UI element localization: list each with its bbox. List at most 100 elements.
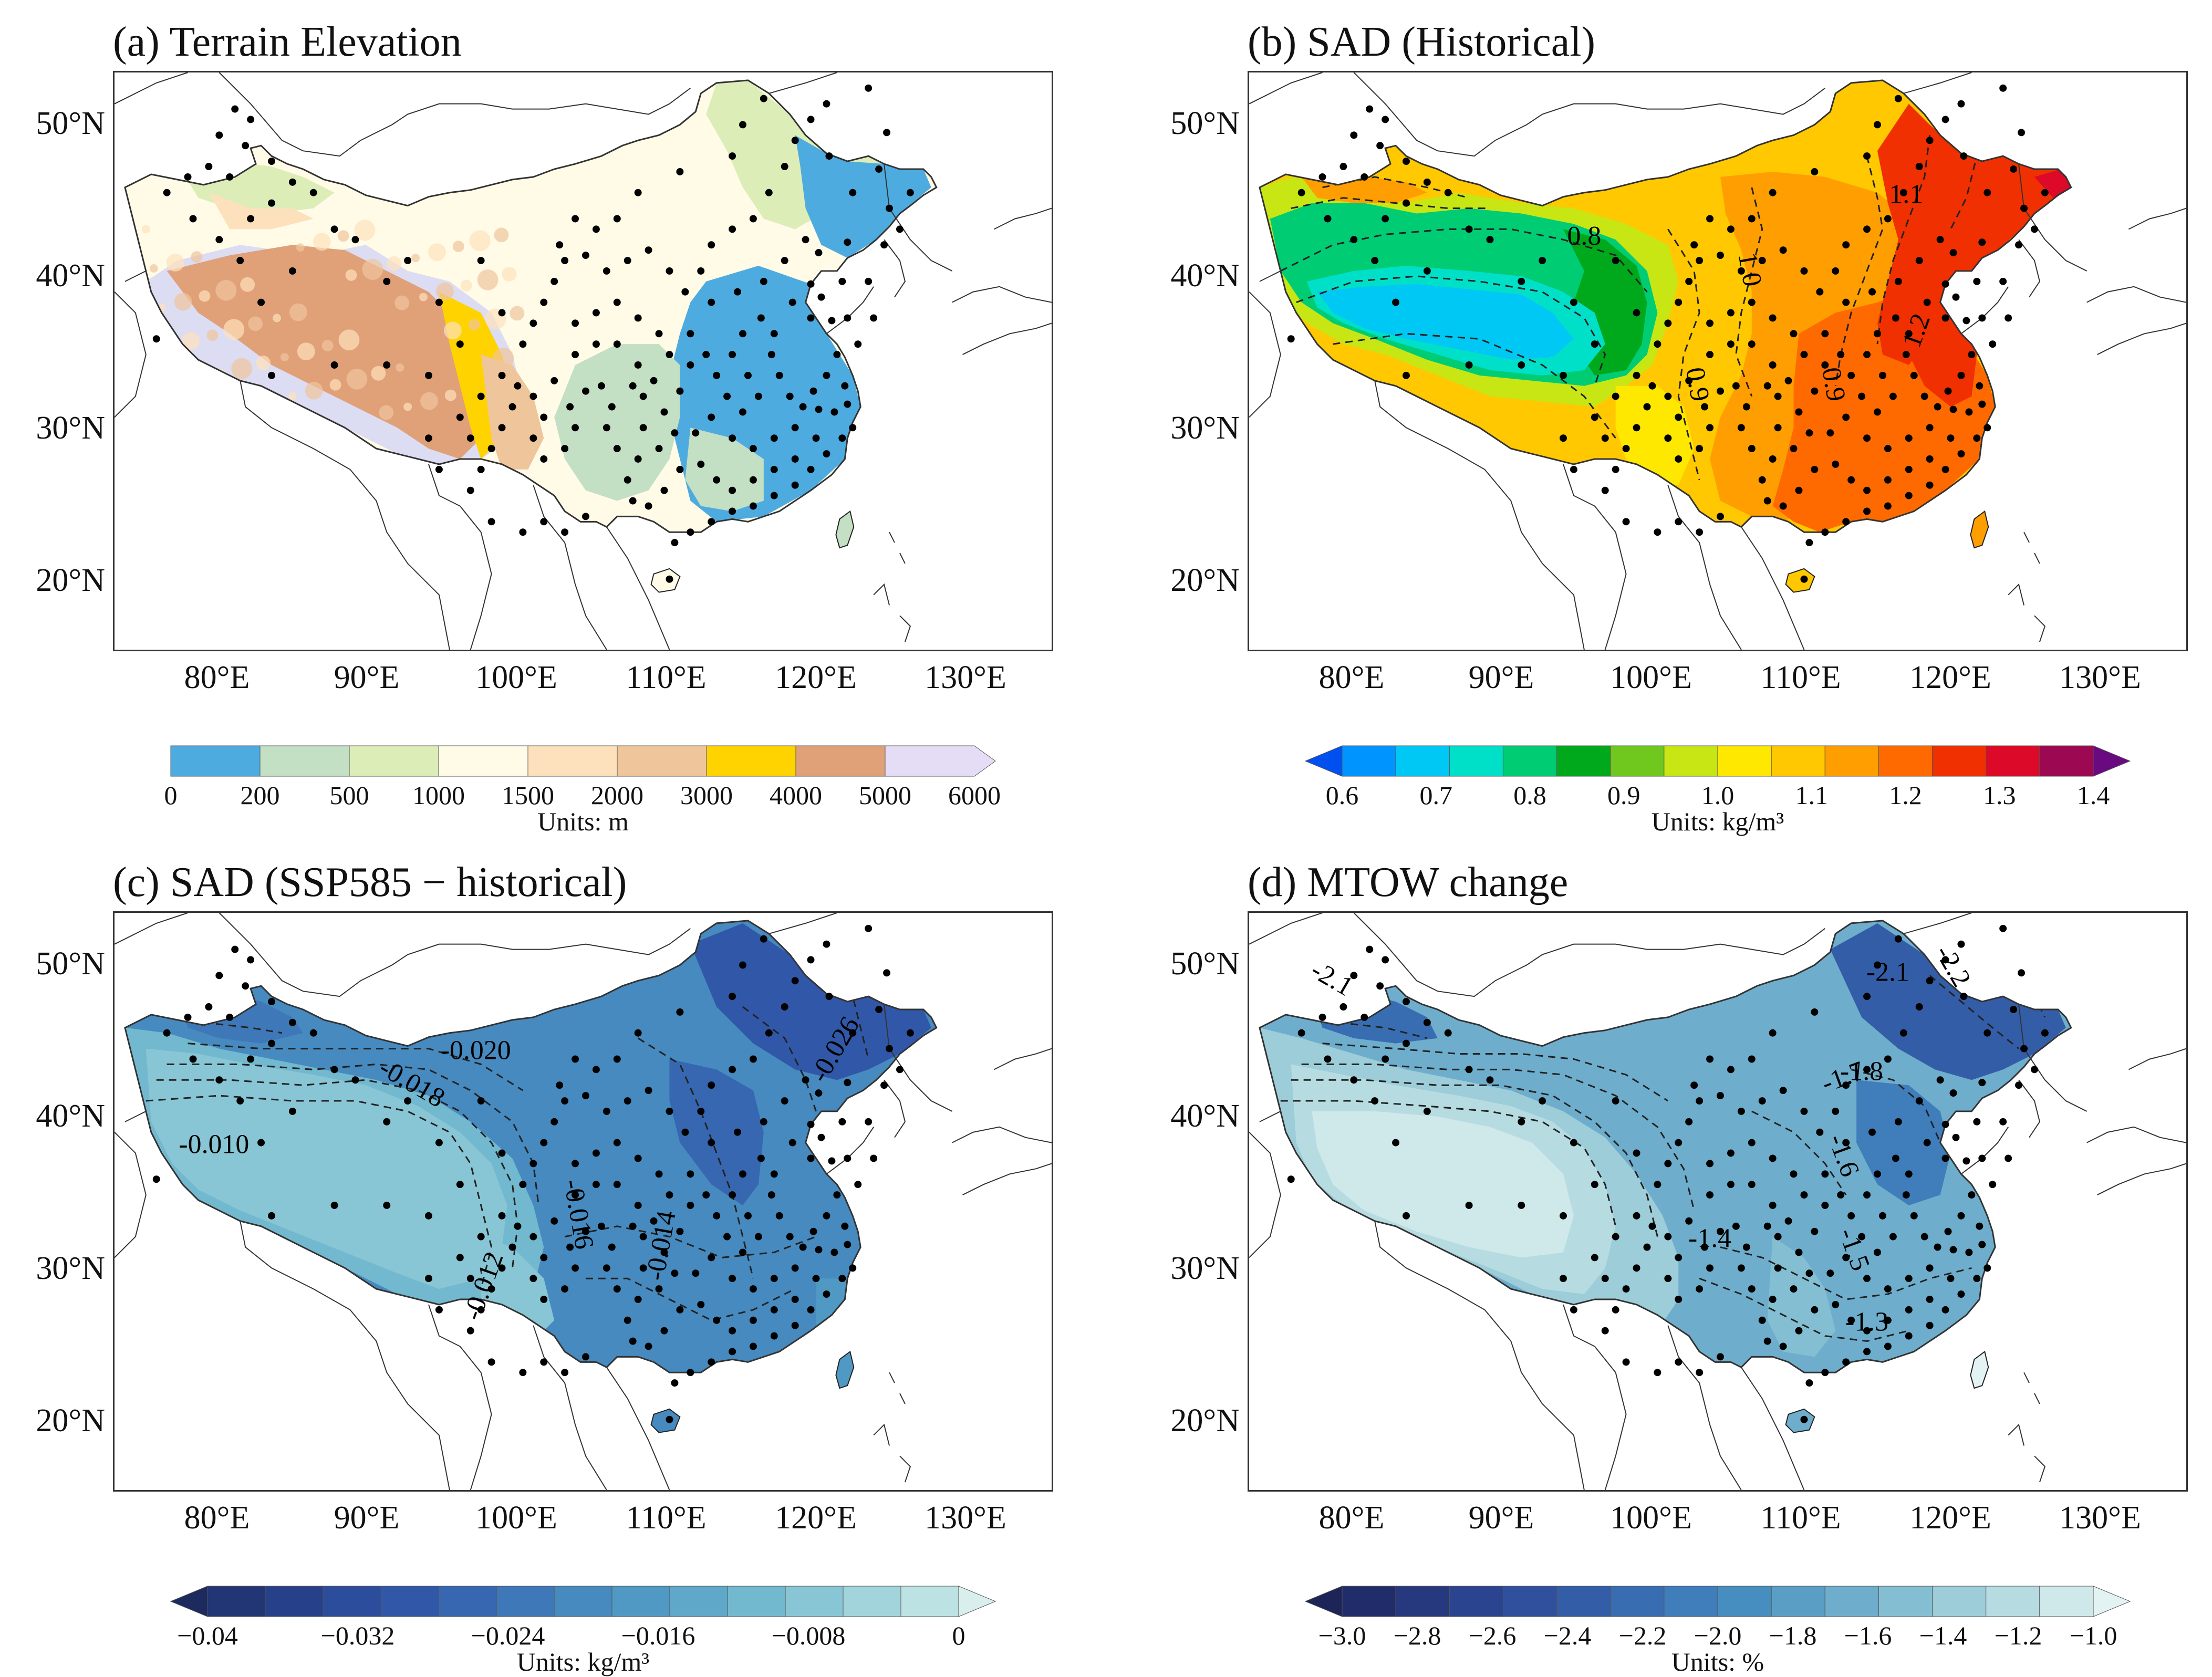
terrain-texture — [166, 254, 184, 272]
station-point — [1717, 1227, 1724, 1235]
station-point — [1944, 1227, 1952, 1235]
station-point — [770, 492, 778, 499]
station-point — [519, 340, 527, 348]
station-point — [765, 1029, 773, 1037]
colorbar-tick-label: −0.032 — [320, 1621, 395, 1650]
station-point — [435, 465, 443, 473]
station-point — [1696, 445, 1704, 453]
station-point — [666, 1415, 673, 1423]
station-point — [749, 502, 757, 510]
station-point — [823, 450, 830, 457]
country-border — [884, 163, 953, 272]
terrain-texture — [394, 295, 410, 310]
shaded-region — [146, 1048, 507, 1289]
shaded-region — [669, 1059, 764, 1205]
station-point — [1622, 518, 1630, 526]
lat-label: 30°N — [36, 1251, 105, 1286]
terrain-texture — [420, 392, 438, 410]
station-point — [1889, 392, 1897, 400]
station-point — [1811, 387, 1819, 395]
taiwan-island — [835, 1350, 855, 1389]
station-point — [1350, 972, 1358, 980]
station-point — [1690, 241, 1698, 249]
country-border — [769, 913, 837, 934]
lon-label: 80°E — [1318, 1500, 1385, 1536]
colorbar-tick-label: 5000 — [859, 780, 911, 810]
station-point — [1622, 1358, 1630, 1366]
station-point — [1444, 1029, 1452, 1037]
station-point — [1706, 1264, 1714, 1272]
terrain-texture — [149, 264, 158, 273]
station-point — [681, 288, 689, 296]
colorbar-tick-label: −2.8 — [1393, 1621, 1441, 1650]
station-point — [1863, 152, 1871, 160]
terrain-texture — [215, 279, 237, 301]
station-point — [242, 982, 250, 990]
colorbar-segment — [785, 1586, 844, 1617]
station-point — [1601, 1275, 1609, 1283]
station-point — [556, 1081, 564, 1089]
station-point — [184, 1013, 192, 1021]
station-point — [1742, 1243, 1750, 1251]
colorbar-svg — [1304, 1586, 2131, 1617]
station-point — [1717, 1092, 1724, 1100]
station-point — [1758, 1316, 1766, 1324]
station-point — [1732, 382, 1740, 390]
country-border — [2097, 322, 2186, 355]
station-point — [1727, 225, 1735, 233]
station-point — [1361, 1013, 1368, 1021]
station-point — [226, 1013, 234, 1021]
lon-label: 130°E — [2059, 660, 2141, 695]
station-point — [781, 1097, 788, 1105]
station-point — [1947, 1275, 1955, 1283]
station-point — [770, 1170, 778, 1178]
terrain-texture — [346, 368, 368, 390]
station-point — [639, 392, 647, 400]
shading-layer — [1259, 920, 2071, 1373]
station-point — [597, 382, 605, 390]
station-point — [734, 1128, 741, 1136]
station-point — [655, 1285, 663, 1293]
station-point — [540, 1139, 548, 1147]
colorbar-segment — [438, 745, 528, 777]
station-point — [1816, 1128, 1824, 1136]
station-point — [1423, 267, 1431, 275]
station-point — [1949, 1089, 1957, 1097]
country-border — [1960, 1127, 2009, 1175]
station-point — [1737, 1264, 1745, 1272]
station-point — [514, 1222, 522, 1230]
station-point — [592, 340, 600, 348]
station-point — [1382, 1055, 1389, 1063]
station-point — [189, 215, 197, 223]
station-point — [425, 1275, 432, 1283]
station-point — [770, 1275, 778, 1283]
station-point — [1675, 518, 1683, 526]
station-point — [1324, 215, 1332, 223]
station-point — [1774, 1233, 1782, 1241]
station-point — [613, 1285, 621, 1293]
contour-label: 0.9 — [1816, 365, 1851, 404]
terrain-texture — [272, 314, 281, 322]
station-point — [477, 257, 485, 265]
colorbar-tick-label: 2000 — [591, 780, 643, 810]
station-point — [561, 257, 569, 265]
station-point — [629, 1337, 637, 1345]
colorbar-units-label: Units: m — [537, 807, 629, 836]
station-point — [760, 1118, 767, 1126]
station-point — [1465, 1066, 1473, 1074]
colorbar-segment — [2039, 1586, 2094, 1617]
station-point — [205, 163, 213, 170]
station-point — [1706, 351, 1714, 359]
station-point — [572, 215, 579, 223]
lon-label: 120°E — [1909, 1500, 1991, 1536]
lon-label: 90°E — [1468, 1500, 1534, 1536]
station-point — [775, 1212, 783, 1220]
station-point — [561, 445, 569, 453]
colorbar-segment — [380, 1586, 439, 1617]
station-point — [854, 1181, 862, 1189]
station-point — [723, 1233, 731, 1241]
station-point — [739, 330, 746, 338]
station-point — [1622, 445, 1630, 453]
station-point — [1899, 1029, 1907, 1037]
station-point — [749, 1316, 757, 1324]
